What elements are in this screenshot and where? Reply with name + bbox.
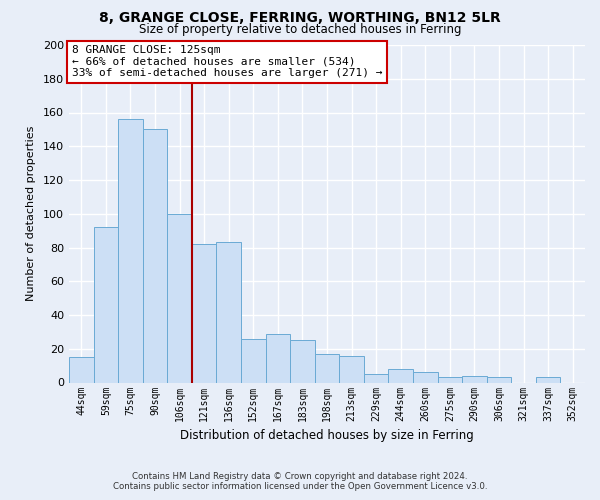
Text: 8 GRANGE CLOSE: 125sqm
← 66% of detached houses are smaller (534)
33% of semi-de: 8 GRANGE CLOSE: 125sqm ← 66% of detached…: [71, 45, 382, 78]
Bar: [413, 372, 437, 382]
Bar: [143, 130, 167, 382]
Bar: [536, 378, 560, 382]
Bar: [437, 378, 462, 382]
X-axis label: Distribution of detached houses by size in Ferring: Distribution of detached houses by size …: [180, 429, 474, 442]
Bar: [290, 340, 315, 382]
Y-axis label: Number of detached properties: Number of detached properties: [26, 126, 36, 302]
Bar: [118, 119, 143, 382]
Text: Size of property relative to detached houses in Ferring: Size of property relative to detached ho…: [139, 22, 461, 36]
Bar: [315, 354, 339, 382]
Bar: [241, 338, 266, 382]
Bar: [266, 334, 290, 382]
Bar: [217, 242, 241, 382]
Bar: [462, 376, 487, 382]
Bar: [364, 374, 388, 382]
Bar: [94, 227, 118, 382]
Bar: [487, 378, 511, 382]
Bar: [192, 244, 217, 382]
Text: 8, GRANGE CLOSE, FERRING, WORTHING, BN12 5LR: 8, GRANGE CLOSE, FERRING, WORTHING, BN12…: [99, 11, 501, 25]
Bar: [388, 369, 413, 382]
Bar: [339, 356, 364, 382]
Text: Contains HM Land Registry data © Crown copyright and database right 2024.
Contai: Contains HM Land Registry data © Crown c…: [113, 472, 487, 491]
Bar: [167, 214, 192, 382]
Bar: [69, 357, 94, 382]
